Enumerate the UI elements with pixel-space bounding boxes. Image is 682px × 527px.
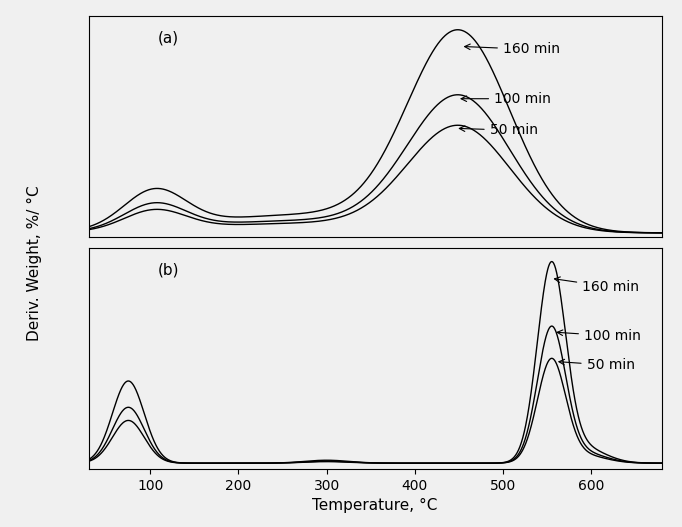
- Text: (a): (a): [158, 31, 179, 45]
- Text: 100 min: 100 min: [557, 329, 641, 343]
- Text: (b): (b): [158, 262, 179, 278]
- Text: 50 min: 50 min: [459, 123, 537, 138]
- Text: 160 min: 160 min: [464, 42, 560, 56]
- Text: Deriv. Weight, %/ °C: Deriv. Weight, %/ °C: [27, 186, 42, 341]
- Text: 100 min: 100 min: [461, 92, 551, 106]
- Text: 160 min: 160 min: [554, 277, 639, 294]
- Text: 50 min: 50 min: [559, 358, 635, 373]
- X-axis label: Temperature, °C: Temperature, °C: [312, 499, 438, 513]
